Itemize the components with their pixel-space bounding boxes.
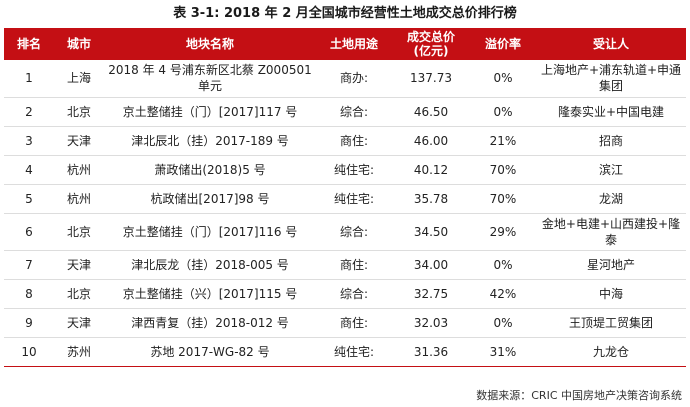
cell-land-use: 综合: [316,279,392,309]
cell-city: 天津 [54,126,104,156]
cell-land-use: 商住: [316,308,392,338]
cell-buyer: 招商 [536,126,686,156]
cell-plot-name: 津北辰龙（挂）2018-005 号 [104,250,316,280]
cell-plot-name: 2018 年 4 号浦东新区北蔡 Z000501 单元 [104,60,316,98]
cell-city: 北京 [54,97,104,127]
cell-buyer: 龙湖 [536,184,686,214]
header-land-use: 土地用途 [329,37,378,51]
header-plot-name: 地块名称 [185,37,234,51]
cell-total-price: 34.50 [392,213,470,251]
cell-premium-rate: 42% [470,279,536,309]
cell-buyer: 星河地产 [536,250,686,280]
cell-city: 杭州 [54,155,104,185]
header-rank: 排名 [16,37,41,51]
cell-land-use: 商住: [316,126,392,156]
table-row: 1 上海 2018 年 4 号浦东新区北蔡 Z000501 单元 商办: 137.73 0… [4,60,686,98]
cell-buyer: 隆泰实业+中国电建 [536,97,686,127]
cell-rank: 9 [4,308,54,338]
table-row: 4 杭州 萧政储出(2018)5 号纯住宅: 40.12 70% 滨江 [4,155,686,185]
table-title: 表 3-1: 2018 年 2 月全国城市经营性土地成交总价排行榜 [173,6,517,21]
cell-total-price: 31.36 [392,337,470,367]
cell-premium-rate: 29% [470,213,536,251]
cell-city: 杭州 [54,184,104,214]
cell-rank: 7 [4,250,54,280]
data-source: 数据来源：CRIC 中国房地产决策咨询系统 [476,389,682,402]
cell-city: 天津 [54,308,104,338]
cell-city: 苏州 [54,337,104,367]
land-ranking-table: 排名 城市 地块名称 土地用途 成交总价 (亿元) 溢价率 受让人 1 上海 201… [4,28,686,367]
header-premium-rate: 溢价率 [484,37,521,51]
table-row: 5 杭州 杭政储出[2017]98 号纯住宅: 35.78 70% 龙湖 [4,184,686,214]
cell-rank: 6 [4,213,54,251]
cell-premium-rate: 70% [470,184,536,214]
cell-rank: 10 [4,337,54,367]
cell-city: 北京 [54,213,104,251]
cell-rank: 3 [4,126,54,156]
cell-plot-name: 京土整储挂（门）[2017]116 号 [104,213,316,251]
cell-land-use: 综合: [316,97,392,127]
cell-city: 上海 [54,60,104,98]
cell-total-price: 32.03 [392,308,470,338]
cell-premium-rate: 0% [470,60,536,98]
cell-plot-name: 苏地 2017-WG-82 号 [104,337,316,367]
cell-city: 天津 [54,250,104,280]
cell-total-price: 46.50 [392,97,470,127]
cell-total-price: 46.00 [392,126,470,156]
cell-buyer: 滨江 [536,155,686,185]
cell-buyer: 王顶堤工贸集团 [536,308,686,338]
header-total-price: 成交总价 (亿元) [406,30,455,58]
cell-plot-name: 京土整储挂（门）[2017]117 号 [104,97,316,127]
cell-rank: 4 [4,155,54,185]
cell-rank: 5 [4,184,54,214]
cell-premium-rate: 21% [470,126,536,156]
cell-rank: 1 [4,60,54,98]
cell-total-price: 32.75 [392,279,470,309]
cell-buyer: 上海地产+浦东轨道+申通集团 [536,60,686,98]
cell-premium-rate: 0% [470,308,536,338]
cell-total-price: 40.12 [392,155,470,185]
table-row: 9 天津 津西青复（挂）2018-012 号商住: 32.03 0% 王顶堤工贸集团 [4,308,686,338]
header-city: 城市 [66,37,91,51]
cell-land-use: 纯住宅: [316,184,392,214]
cell-buyer: 中海 [536,279,686,309]
cell-rank: 8 [4,279,54,309]
cell-land-use: 商办: [316,60,392,98]
cell-premium-rate: 70% [470,155,536,185]
cell-land-use: 综合: [316,213,392,251]
cell-land-use: 纯住宅: [316,337,392,367]
table-row: 7 天津 津北辰龙（挂）2018-005 号商住: 34.00 0% 星河地产 [4,250,686,280]
table-row: 8 北京 京土整储挂（兴）[2017]115 号综合: 32.75 42% 中海 [4,279,686,309]
table-row: 3 天津 津北辰北（挂）2017-189 号商住: 46.00 21% 招商 [4,126,686,156]
cell-premium-rate: 0% [470,250,536,280]
table-header-row: 排名 城市 地块名称 土地用途 成交总价 (亿元) 溢价率 受让人 [4,28,686,60]
cell-plot-name: 津北辰北（挂）2017-189 号 [104,126,316,156]
cell-premium-rate: 31% [470,337,536,367]
cell-plot-name: 津西青复（挂）2018-012 号 [104,308,316,338]
cell-premium-rate: 0% [470,97,536,127]
cell-plot-name: 杭政储出[2017]98 号 [104,184,316,214]
cell-buyer: 九龙仓 [536,337,686,367]
cell-land-use: 商住: [316,250,392,280]
cell-plot-name: 萧政储出(2018)5 号 [104,155,316,185]
table-row: 10 苏州 苏地 2017-WG-82 号纯住宅: 31.36 31% 九龙仓 [4,337,686,367]
cell-buyer: 金地+电建+山西建投+隆泰 [536,213,686,251]
table-row: 6 北京 京土整储挂（门）[2017]116 号综合: 34.50 29% 金地+电建+山… [4,213,686,251]
cell-total-price: 34.00 [392,250,470,280]
cell-city: 北京 [54,279,104,309]
table-row: 2 北京 京土整储挂（门）[2017]117 号综合: 46.50 0% 隆泰实业+中国电… [4,97,686,127]
header-buyer: 受让人 [592,37,629,51]
cell-plot-name: 京土整储挂（兴）[2017]115 号 [104,279,316,309]
cell-total-price: 137.73 [392,60,470,98]
cell-rank: 2 [4,97,54,127]
cell-total-price: 35.78 [392,184,470,214]
cell-land-use: 纯住宅: [316,155,392,185]
